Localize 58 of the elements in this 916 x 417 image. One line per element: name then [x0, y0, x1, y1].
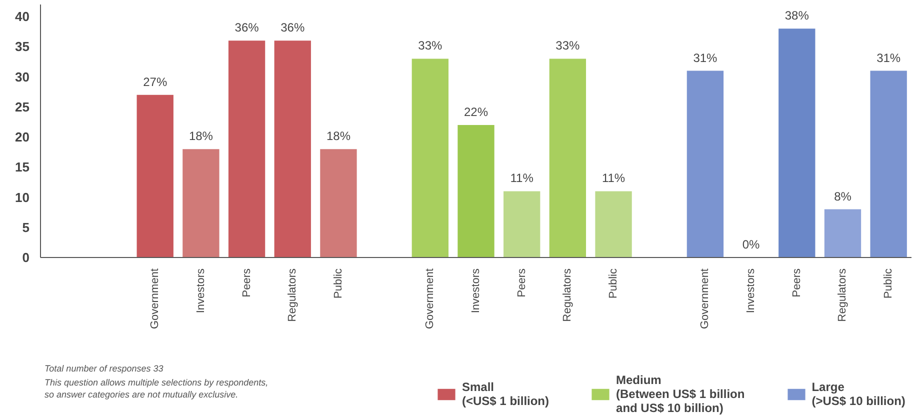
data-label: 27%: [143, 74, 168, 89]
bar: [824, 209, 862, 258]
x-tick-label: Peers: [516, 268, 528, 298]
y-tick-label: 30: [15, 69, 30, 84]
x-tick-label: Regulators: [286, 268, 299, 322]
bar: [870, 70, 907, 258]
x-tick-label: Peers: [240, 268, 253, 298]
x-tick-label: Regulators: [836, 268, 849, 322]
legend-label: Small (<US$ 1 billion): [462, 380, 550, 408]
data-label: 0%: [742, 238, 760, 252]
bar: [136, 94, 174, 258]
data-label: 33%: [418, 38, 442, 53]
data-label: 33%: [556, 38, 580, 53]
y-tick-label: 35: [15, 39, 30, 54]
bar: [458, 124, 494, 258]
y-tick-label: 15: [15, 160, 30, 175]
x-tick-label: Public: [608, 268, 620, 298]
data-label: 31%: [876, 50, 901, 65]
y-tick-label: 40: [15, 9, 30, 24]
legend-label: Medium (Between US$ 1 billion and US$ 10 billion): [616, 373, 745, 415]
bar: [320, 149, 357, 258]
x-tick-label: Public: [332, 268, 344, 298]
bar: [182, 149, 220, 258]
bar: [549, 58, 586, 258]
bar: [504, 191, 540, 258]
y-tick-label: 5: [22, 220, 30, 235]
x-tick-label: Government: [149, 268, 162, 330]
y-tick-label: 20: [15, 130, 30, 145]
x-tick-label: Peers: [790, 268, 803, 298]
data-label: 18%: [326, 129, 351, 144]
y-tick-label: 10: [15, 190, 30, 205]
data-label: 36%: [234, 20, 260, 35]
y-tick-label: 0: [22, 250, 30, 265]
y-tick-label: 25: [15, 99, 30, 114]
x-tick-label: Investors: [194, 268, 207, 314]
x-tick-label: Investors: [745, 268, 758, 314]
bar: [228, 40, 266, 258]
data-label: 11%: [510, 171, 534, 186]
data-label: 38%: [784, 8, 810, 23]
x-tick-label: Government: [424, 268, 436, 330]
bar: [274, 40, 311, 258]
x-tick-label: Public: [882, 268, 895, 298]
x-tick-label: Investors: [470, 268, 482, 314]
data-label: 11%: [602, 171, 626, 186]
data-label: 18%: [188, 129, 214, 144]
bar: [778, 28, 816, 258]
x-tick-label: Regulators: [562, 268, 574, 322]
text: Total number of responses 33: [44, 364, 164, 374]
data-label: 22%: [464, 104, 488, 119]
legend-label: Large (>US$ 10 billion): [812, 380, 906, 408]
bar: [412, 58, 448, 258]
data-label: 8%: [834, 189, 852, 204]
bar: [686, 70, 724, 258]
data-label: 36%: [280, 20, 305, 35]
bar: [595, 191, 632, 258]
x-tick-label: Government: [699, 268, 712, 330]
text: This question allows multiple selections by respondents, so answer categories are not mutually exclusive.: [44, 378, 268, 400]
data-label: 31%: [693, 50, 718, 65]
